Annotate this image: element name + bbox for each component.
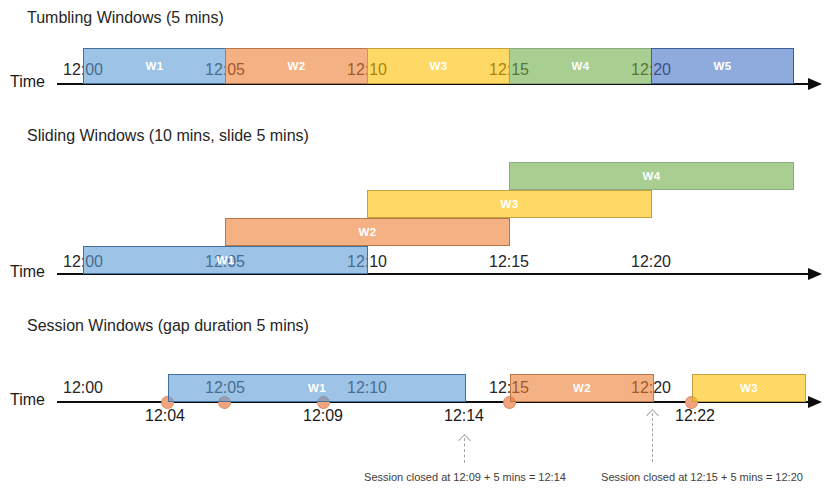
- session-closed-arrow-icon: [464, 438, 465, 463]
- session-closed-arrow-icon: [652, 413, 653, 462]
- tumbling-axis-label: Time: [10, 73, 45, 91]
- window-label: W3: [430, 60, 448, 72]
- tumbling-window-w1: W1: [83, 48, 226, 84]
- tumbling-window-w5: W5: [651, 48, 794, 84]
- sliding-window-w1: W1: [83, 246, 368, 274]
- session-window-w3: W3: [692, 374, 806, 402]
- sliding-axis-label: Time: [10, 263, 45, 281]
- window-label: W1: [217, 254, 235, 266]
- event-time-label: 12:22: [675, 407, 715, 425]
- sliding-window-w4: W4: [509, 162, 794, 190]
- session-title: Session Windows (gap duration 5 mins): [27, 317, 309, 335]
- arrow-up-chevron-icon: [646, 409, 659, 422]
- window-label: W4: [643, 170, 661, 182]
- window-label: W3: [740, 382, 758, 394]
- session-tick: 12:00: [63, 379, 103, 397]
- window-label: W2: [573, 382, 591, 394]
- sliding-tick: 12:20: [631, 253, 671, 271]
- tumbling-window-w3: W3: [367, 48, 510, 84]
- session-window-w2: W2: [510, 374, 654, 402]
- event-time-label: 12:09: [303, 407, 343, 425]
- event-time-label: 12:04: [145, 407, 185, 425]
- window-label: W4: [572, 60, 590, 72]
- window-label: W3: [501, 198, 519, 210]
- tumbling-title: Tumbling Windows (5 mins): [27, 9, 224, 27]
- session-closed-annotation: Session closed at 12:15 + 5 mins = 12:20: [601, 471, 803, 483]
- sliding-window-w3: W3: [367, 190, 652, 218]
- arrow-up-chevron-icon: [458, 434, 471, 447]
- sliding-title: Sliding Windows (10 mins, slide 5 mins): [27, 127, 309, 145]
- window-label: W2: [359, 226, 377, 238]
- window-label: W2: [288, 60, 306, 72]
- event-time-label: 12:14: [444, 407, 484, 425]
- session-axis-label: Time: [10, 391, 45, 409]
- tumbling-window-w2: W2: [225, 48, 368, 84]
- windowing-diagram: Tumbling Windows (5 mins) Time 12:00 12:…: [0, 0, 829, 498]
- window-label: W1: [146, 60, 164, 72]
- window-label: W5: [714, 60, 732, 72]
- sliding-axis-arrowhead-icon: [808, 268, 822, 280]
- sliding-tick: 12:15: [489, 253, 529, 271]
- tumbling-axis-arrowhead-icon: [808, 78, 822, 90]
- session-closed-annotation: Session closed at 12:09 + 5 mins = 12:14: [364, 471, 566, 483]
- tumbling-window-w4: W4: [509, 48, 652, 84]
- window-label: W1: [308, 382, 326, 394]
- sliding-window-w2: W2: [225, 218, 510, 246]
- session-window-w1: W1: [168, 374, 466, 402]
- session-axis-arrowhead-icon: [808, 396, 822, 408]
